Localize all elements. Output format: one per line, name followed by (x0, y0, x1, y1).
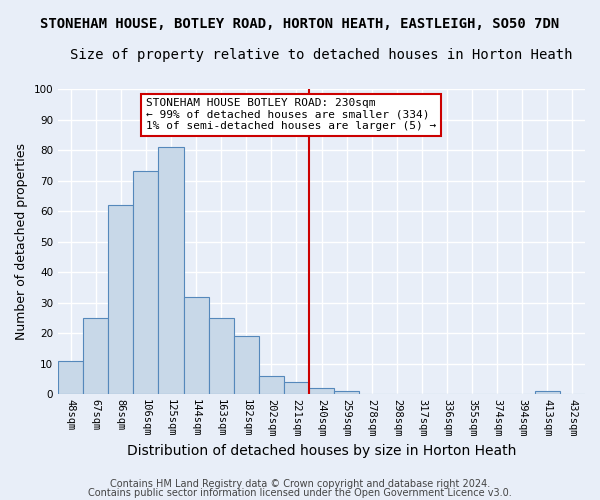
Bar (209, 318, 233, 394)
Bar (133, 172, 158, 394)
Text: Contains public sector information licensed under the Open Government Licence v3: Contains public sector information licen… (88, 488, 512, 498)
Bar (309, 388, 334, 394)
Y-axis label: Number of detached properties: Number of detached properties (15, 143, 28, 340)
Bar (284, 382, 309, 394)
X-axis label: Distribution of detached houses by size in Horton Heath: Distribution of detached houses by size … (127, 444, 516, 458)
Bar (334, 391, 359, 394)
Title: Size of property relative to detached houses in Horton Heath: Size of property relative to detached ho… (70, 48, 573, 62)
Bar (108, 205, 133, 394)
Bar (535, 391, 560, 394)
Bar (259, 376, 284, 394)
Text: STONEHAM HOUSE, BOTLEY ROAD, HORTON HEATH, EASTLEIGH, SO50 7DN: STONEHAM HOUSE, BOTLEY ROAD, HORTON HEAT… (40, 18, 560, 32)
Bar (233, 336, 259, 394)
Text: STONEHAM HOUSE BOTLEY ROAD: 230sqm
← 99% of detached houses are smaller (334)
1%: STONEHAM HOUSE BOTLEY ROAD: 230sqm ← 99%… (146, 98, 436, 132)
Text: Contains HM Land Registry data © Crown copyright and database right 2024.: Contains HM Land Registry data © Crown c… (110, 479, 490, 489)
Bar (58, 360, 83, 394)
Bar (83, 318, 108, 394)
Bar (184, 296, 209, 394)
Bar (158, 147, 184, 394)
